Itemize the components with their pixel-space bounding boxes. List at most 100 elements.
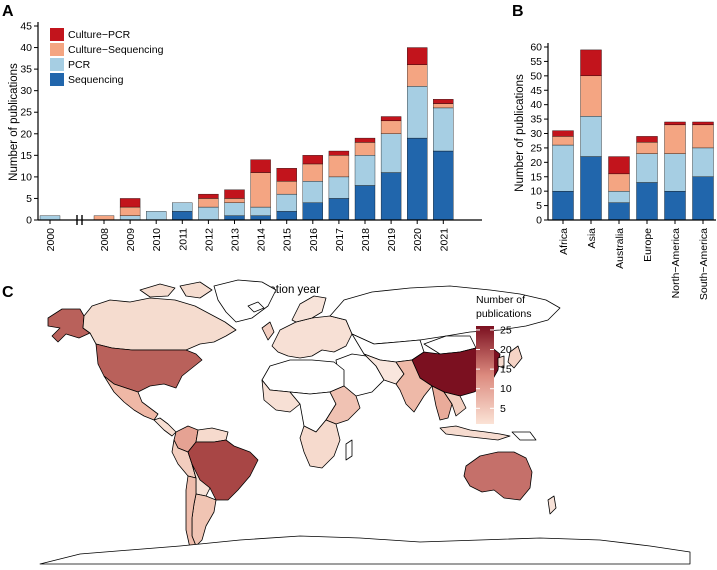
b-y-tick-label: 45 — [530, 85, 542, 97]
country-alaska — [47, 308, 91, 343]
a-bar-2015-culture-pcr — [276, 168, 297, 182]
b-y-tick-label: 0 — [536, 215, 542, 227]
a-bar-2017-pcr — [328, 176, 350, 199]
country-korea — [497, 355, 505, 369]
b-x-ticks: Africa Asia Australia Europe North−America So… — [558, 220, 710, 300]
b-bar-south-america-pcr — [692, 147, 714, 177]
a-bar-2021-culture-sequencing — [433, 103, 454, 109]
a-x-tick-label: 2020 — [412, 228, 424, 252]
a-y-ticks: 0 5 10 15 20 25 30 35 40 45 — [20, 21, 38, 227]
region-stacked-bar-chart: Africa Asia Australia Europe North−America So… — [514, 42, 716, 300]
a-bar-2015-sequencing — [276, 211, 297, 221]
country-australia — [463, 451, 533, 501]
map-legend-tick-label: 20 — [500, 344, 512, 356]
b-bar-asia-pcr — [580, 116, 602, 157]
region-north-africa — [261, 359, 345, 395]
map-countries — [39, 279, 691, 565]
b-bar-south-america-culture-pcr — [692, 121, 714, 126]
b-x-tick-label: Africa — [558, 228, 570, 255]
a-x-tick-label: 2009 — [125, 228, 137, 252]
a-bars — [39, 47, 454, 221]
country-venezuela-guiana — [195, 427, 229, 443]
map-colorbar — [476, 326, 494, 424]
a-bar-2012-culture-pcr — [198, 193, 219, 199]
a-bar-2016-culture-pcr — [302, 155, 323, 165]
a-bar-2014-pcr — [250, 206, 271, 216]
b-y-tick-label: 20 — [530, 157, 542, 169]
region-indochina — [443, 391, 467, 417]
a-bar-2015-culture-sequencing — [276, 181, 297, 195]
a-y-tick-label: 0 — [26, 215, 32, 227]
a-legend-label-culture-sequencing: Culture−Sequencing — [68, 44, 164, 56]
a-legend-label-pcr: PCR — [68, 59, 91, 71]
b-bar-south-america-sequencing — [692, 176, 714, 221]
a-axes — [37, 22, 482, 225]
a-y-axis-title: Number of publications — [8, 63, 20, 181]
a-y-tick-label: 40 — [20, 42, 32, 54]
a-bar-2012-culture-sequencing — [198, 198, 219, 208]
a-bar-2021-culture-pcr — [433, 99, 454, 104]
b-y-tick-label: 55 — [530, 56, 542, 68]
a-bar-2011-sequencing — [172, 211, 193, 221]
a-bar-2020-sequencing — [407, 137, 428, 221]
a-legend-swatch-culture-sequencing — [50, 43, 64, 56]
b-y-tick-label: 25 — [530, 142, 542, 154]
region-east-africa — [325, 385, 361, 425]
a-bar-2011-pcr — [172, 202, 193, 212]
b-bar-asia-culture-pcr — [580, 49, 602, 77]
panel-letter-a: A — [2, 3, 14, 20]
b-bar-africa-pcr — [552, 144, 574, 192]
country-japan — [507, 345, 523, 369]
a-bar-2020-culture-pcr — [407, 47, 428, 65]
a-bar-2018-culture-pcr — [354, 137, 376, 143]
b-bar-africa-culture-pcr — [552, 130, 574, 137]
map-legend-title-line-1: Number of — [476, 294, 525, 306]
map-legend-tick-label: 15 — [500, 364, 512, 376]
a-y-tick-label: 15 — [20, 150, 32, 162]
country-mexico — [103, 375, 159, 421]
a-bar-2017-culture-pcr — [328, 150, 350, 156]
b-bar-europe-sequencing — [636, 182, 658, 221]
panel-letter-b: B — [512, 3, 524, 20]
a-bar-2021-pcr — [433, 107, 454, 152]
a-bar-2019-culture-pcr — [380, 116, 402, 122]
a-bar-2009-pcr — [119, 215, 141, 221]
b-bar-australia-culture-pcr — [608, 156, 630, 175]
b-x-tick-label: Australia — [614, 228, 626, 269]
a-x-tick-label: 2013 — [230, 228, 242, 252]
map-legend-tick-label: 25 — [500, 324, 512, 336]
a-x-tick-label: 2014 — [256, 228, 268, 252]
a-y-tick-label: 35 — [20, 64, 32, 76]
region-europe — [271, 315, 353, 359]
a-x-tick-label: 2008 — [99, 228, 111, 252]
a-x-tick-label: 2012 — [203, 228, 215, 252]
country-canada — [82, 297, 237, 351]
a-bar-2020-culture-sequencing — [407, 64, 428, 87]
b-y-tick-label: 40 — [530, 99, 542, 111]
b-bar-asia-culture-sequencing — [580, 75, 602, 117]
b-x-tick-label: North−America — [670, 228, 682, 298]
region-indonesia — [439, 425, 511, 441]
map-legend-title-line-2: publications — [476, 308, 531, 320]
b-bar-europe-pcr — [636, 153, 658, 183]
a-x-tick-label: 2018 — [360, 228, 372, 252]
map-legend-tick-label: 5 — [500, 403, 506, 415]
b-y-tick-label: 5 — [536, 200, 542, 212]
b-bars — [552, 49, 714, 221]
a-bar-2018-pcr — [354, 155, 376, 186]
a-x-tick-label: 2015 — [282, 228, 294, 252]
map-legend-tick-label: 10 — [500, 383, 512, 395]
country-argentina — [191, 493, 217, 547]
world-choropleth-map: Number of publications 5 10 15 20 25 — [39, 279, 691, 565]
b-y-tick-label: 60 — [530, 42, 542, 54]
b-bar-north-america-culture-pcr — [664, 121, 686, 126]
a-bar-2014-sequencing — [250, 215, 271, 221]
a-x-tick-label: 2011 — [177, 228, 189, 251]
a-x-tick-label: 2010 — [151, 228, 163, 252]
a-bar-2018-culture-sequencing — [354, 142, 376, 156]
year-stacked-bar-chart: 2000 2008 2009 2010 2011 2012 2013 2014 2015 2016… — [8, 21, 482, 296]
a-bar-2014-culture-sequencing — [250, 172, 271, 208]
a-bar-2019-sequencing — [380, 172, 402, 221]
a-bar-2015-pcr — [276, 193, 297, 212]
